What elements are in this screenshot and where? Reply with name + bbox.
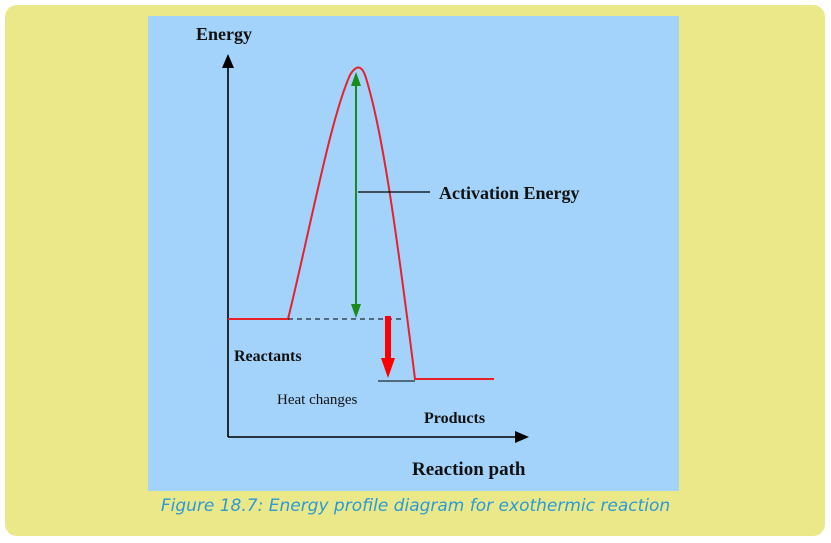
reactants-label: Reactants [234,348,302,365]
heat-change-arrowhead [381,358,395,378]
activation-arrowhead-bottom [351,304,361,318]
activation-energy-label: Activation Energy [439,183,579,203]
heat-change-arrow-shaft [385,316,391,362]
x-axis-arrowhead [515,431,529,443]
figure-background [148,16,679,491]
y-axis-arrowhead [222,54,234,68]
x-axis-label: Reaction path [412,459,526,480]
activation-arrowhead-top [351,72,361,86]
energy-curve [228,66,494,380]
heat-changes-label: Heat changes [277,392,358,408]
y-axis-label: Energy [196,24,252,44]
figure-caption: Figure 18.7: Energy profile diagram for … [160,496,671,516]
products-label: Products [424,410,485,427]
